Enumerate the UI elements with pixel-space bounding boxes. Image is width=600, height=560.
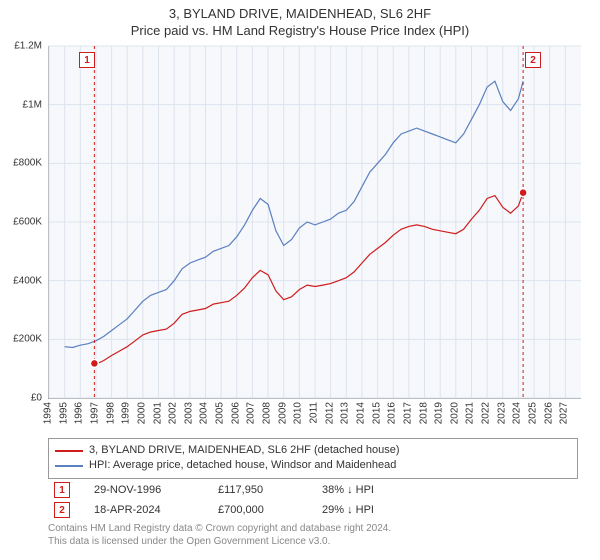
- legend-row-1: HPI: Average price, detached house, Wind…: [55, 458, 571, 473]
- title-main: 3, BYLAND DRIVE, MAIDENHEAD, SL6 2HF: [0, 6, 600, 21]
- x-tick-label: 2002: [168, 402, 179, 424]
- legend-swatch-1: [55, 465, 83, 467]
- transaction-box-1: 2: [54, 502, 70, 518]
- footer-line-2: This data is licensed under the Open Gov…: [48, 535, 578, 548]
- x-tick-label: 2010: [293, 402, 304, 424]
- x-tick-label: 2004: [199, 402, 210, 424]
- transaction-id-0: 1: [59, 485, 65, 496]
- transaction-date-0: 29-NOV-1996: [94, 484, 194, 496]
- x-axis-ticks: 1994199519961997199819992000200120022003…: [48, 400, 580, 440]
- x-tick-label: 2019: [434, 402, 445, 424]
- x-tick-label: 2022: [481, 402, 492, 424]
- titles: 3, BYLAND DRIVE, MAIDENHEAD, SL6 2HF Pri…: [0, 0, 600, 38]
- x-tick-label: 2013: [340, 402, 351, 424]
- x-tick-label: 1998: [105, 402, 116, 424]
- legend: 3, BYLAND DRIVE, MAIDENHEAD, SL6 2HF (de…: [48, 438, 578, 479]
- transaction-box-0: 1: [54, 482, 70, 498]
- transaction-date-1: 18-APR-2024: [94, 504, 194, 516]
- x-tick-label: 1999: [121, 402, 132, 424]
- callout-2: 2: [525, 52, 541, 68]
- y-tick-label: £200K: [13, 334, 42, 345]
- transaction-rows: 1 29-NOV-1996 £117,950 38% ↓ HPI 2 18-AP…: [48, 480, 578, 520]
- callout-1-label: 1: [84, 55, 90, 66]
- x-tick-label: 2007: [246, 402, 257, 424]
- legend-label-1: HPI: Average price, detached house, Wind…: [89, 458, 396, 473]
- x-tick-label: 2023: [496, 402, 507, 424]
- footer-line-1: Contains HM Land Registry data © Crown c…: [48, 522, 578, 535]
- legend-row-0: 3, BYLAND DRIVE, MAIDENHEAD, SL6 2HF (de…: [55, 443, 571, 458]
- x-tick-label: 2012: [324, 402, 335, 424]
- x-tick-label: 2005: [215, 402, 226, 424]
- y-tick-label: £0: [31, 393, 42, 404]
- transaction-id-1: 2: [59, 505, 65, 516]
- y-tick-label: £600K: [13, 217, 42, 228]
- legend-label-0: 3, BYLAND DRIVE, MAIDENHEAD, SL6 2HF (de…: [89, 443, 400, 458]
- x-tick-label: 2018: [418, 402, 429, 424]
- title-sub: Price paid vs. HM Land Registry's House …: [0, 23, 600, 38]
- x-tick-label: 2026: [543, 402, 554, 424]
- x-tick-label: 2001: [152, 402, 163, 424]
- callout-2-label: 2: [530, 55, 536, 66]
- transaction-price-0: £117,950: [218, 484, 298, 496]
- x-tick-label: 2011: [309, 402, 320, 424]
- y-tick-label: £1.2M: [14, 41, 42, 52]
- x-tick-label: 1995: [58, 402, 69, 424]
- x-tick-label: 2006: [230, 402, 241, 424]
- x-tick-label: 2014: [355, 402, 366, 424]
- x-tick-label: 1994: [43, 402, 54, 424]
- x-tick-label: 1996: [74, 402, 85, 424]
- x-tick-label: 2024: [512, 402, 523, 424]
- transaction-price-1: £700,000: [218, 504, 298, 516]
- footer-note: Contains HM Land Registry data © Crown c…: [48, 522, 578, 548]
- transaction-row-0: 1 29-NOV-1996 £117,950 38% ↓ HPI: [48, 480, 578, 500]
- x-tick-label: 2000: [136, 402, 147, 424]
- y-tick-label: £800K: [13, 158, 42, 169]
- transaction-diff-0: 38% ↓ HPI: [322, 484, 412, 496]
- x-tick-label: 1997: [89, 402, 100, 424]
- x-tick-label: 2020: [449, 402, 460, 424]
- plot-area: 1 2: [48, 46, 581, 399]
- chart-container: 3, BYLAND DRIVE, MAIDENHEAD, SL6 2HF Pri…: [0, 0, 600, 560]
- y-tick-label: £400K: [13, 275, 42, 286]
- x-tick-label: 2017: [402, 402, 413, 424]
- x-tick-label: 2008: [262, 402, 273, 424]
- callout-1: 1: [79, 52, 95, 68]
- plot-svg: [49, 46, 581, 398]
- x-tick-label: 2003: [183, 402, 194, 424]
- x-tick-label: 2025: [528, 402, 539, 424]
- x-tick-label: 2021: [465, 402, 476, 424]
- transaction-diff-1: 29% ↓ HPI: [322, 504, 412, 516]
- x-tick-label: 2016: [387, 402, 398, 424]
- legend-swatch-0: [55, 450, 83, 452]
- x-tick-label: 2015: [371, 402, 382, 424]
- transaction-row-1: 2 18-APR-2024 £700,000 29% ↓ HPI: [48, 500, 578, 520]
- y-tick-label: £1M: [23, 99, 42, 110]
- x-tick-label: 2009: [277, 402, 288, 424]
- x-tick-label: 2027: [559, 402, 570, 424]
- y-axis-ticks: £0£200K£400K£600K£800K£1M£1.2M: [0, 46, 46, 398]
